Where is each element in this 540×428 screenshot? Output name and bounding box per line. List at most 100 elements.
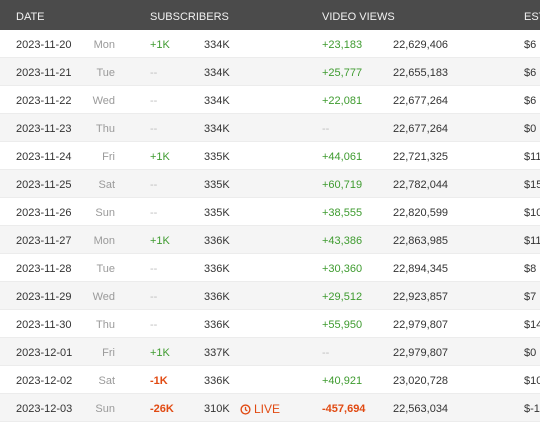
cell: $6 [524, 67, 537, 79]
cell: +23,183 [322, 39, 363, 51]
cell: -1K [150, 375, 168, 387]
cell: Mon [93, 39, 115, 51]
cell: 334K [204, 95, 230, 107]
cell: Mon [93, 235, 115, 247]
cell: +1K [150, 39, 170, 51]
cell: $11 [524, 235, 540, 247]
table-row: 2023-11-23 Thu -- 334K -- 22,677,264 $0 [0, 114, 540, 142]
table-row: 2023-12-02 Sat -1K 336K +40,921 23,020,728 $10 [0, 366, 540, 394]
cell: $15 [524, 179, 540, 191]
cell: 2023-11-24 [16, 151, 72, 163]
cell: 334K [204, 123, 230, 135]
cell: 336K [204, 319, 230, 331]
cell: Fri [102, 347, 115, 359]
cell: $8 [524, 263, 537, 275]
cell: 336K [204, 375, 230, 387]
cell: 22,923,857 [393, 291, 449, 303]
cell: +55,950 [322, 319, 363, 331]
cell: Wed [92, 291, 115, 303]
cell: +29,512 [322, 291, 363, 303]
cell: 2023-11-20 [16, 39, 72, 51]
cell: +25,777 [322, 67, 363, 79]
cell: 22,894,345 [393, 263, 449, 275]
cell: 22,979,807 [393, 347, 449, 359]
cell: 22,677,264 [393, 95, 449, 107]
cell: 2023-11-26 [16, 207, 72, 219]
cell: 335K [204, 151, 230, 163]
cell: +40,921 [322, 375, 363, 387]
cell: -- [150, 95, 158, 107]
live-text: LIVE [254, 402, 281, 416]
cell: Thu [96, 123, 115, 135]
table-row: 2023-11-24 Fri +1K 335K +44,061 22,721,325 $11 [0, 142, 540, 170]
cell: $-11 [524, 403, 540, 415]
cell: 22,563,034 [393, 403, 449, 415]
cell: 2023-11-22 [16, 95, 72, 107]
table-header: DATE SUBSCRIBERS VIDEO VIEWS EST [0, 0, 540, 30]
cell: -- [322, 347, 330, 359]
live-badge: LIVE [240, 402, 280, 416]
cell: -457,694 [322, 403, 366, 415]
cell: +43,386 [322, 235, 363, 247]
cell: 2023-12-03 [16, 403, 73, 415]
cell: -26K [150, 403, 174, 415]
cell: 337K [204, 347, 230, 359]
cell: Thu [96, 319, 115, 331]
cell: 2023-11-28 [16, 263, 72, 275]
cell: 335K [204, 179, 230, 191]
header-cell: VIDEO VIEWS [322, 11, 395, 23]
cell: +38,555 [322, 207, 363, 219]
cell: 336K [204, 291, 230, 303]
live-icon [240, 404, 251, 415]
table-row: 2023-11-20 Mon +1K 334K +23,183 22,629,406 $6 [0, 30, 540, 58]
cell: -- [150, 207, 158, 219]
cell: Sat [98, 375, 115, 387]
table-row: 2023-11-21 Tue -- 334K +25,777 22,655,183 $6 [0, 58, 540, 86]
cell: Sun [95, 403, 115, 415]
cell: -- [150, 319, 158, 331]
cell: 2023-12-01 [16, 347, 73, 359]
header-cell: EST [524, 11, 540, 23]
cell: +1K [150, 347, 170, 359]
cell: 2023-11-30 [16, 319, 72, 331]
cell: 334K [204, 39, 230, 51]
table-row: 2023-11-30 Thu -- 336K +55,950 22,979,807 $14 [0, 310, 540, 338]
cell: 2023-11-23 [16, 123, 72, 135]
cell: $10 [524, 207, 540, 219]
cell: 2023-12-02 [16, 375, 73, 387]
cell: $10 [524, 375, 540, 387]
cell: 22,979,807 [393, 319, 449, 331]
table-row: 2023-11-28 Tue -- 336K +30,360 22,894,345 $8 [0, 254, 540, 282]
cell: -- [150, 263, 158, 275]
cell: 336K [204, 263, 230, 275]
cell: -- [150, 291, 158, 303]
cell: 22,820,599 [393, 207, 449, 219]
cell: +30,360 [322, 263, 363, 275]
cell: $6 [524, 39, 537, 51]
cell: Tue [96, 67, 115, 79]
table-row: 2023-11-26 Sun -- 335K +38,555 22,820,599 $10 [0, 198, 540, 226]
cell: $6 [524, 95, 537, 107]
cell: -- [150, 67, 158, 79]
cell: 2023-11-21 [16, 67, 72, 79]
cell: Tue [96, 263, 115, 275]
cell: +44,061 [322, 151, 363, 163]
table-row: 2023-11-25 Sat -- 335K +60,719 22,782,044 $15 [0, 170, 540, 198]
cell: 22,629,406 [393, 39, 449, 51]
cell: +1K [150, 235, 170, 247]
cell: 22,721,325 [393, 151, 449, 163]
cell: 2023-11-27 [16, 235, 72, 247]
cell: 22,863,985 [393, 235, 449, 247]
cell: 2023-11-25 [16, 179, 72, 191]
cell: 334K [204, 67, 230, 79]
header-cell: SUBSCRIBERS [150, 11, 229, 23]
cell: -- [150, 179, 158, 191]
cell: +60,719 [322, 179, 363, 191]
table-row: 2023-11-29 Wed -- 336K +29,512 22,923,857 $7 [0, 282, 540, 310]
cell: 22,677,264 [393, 123, 449, 135]
cell: +22,081 [322, 95, 363, 107]
table-row: 2023-12-03 Sun -26K 310K LIVE -457,694 22,563,… [0, 394, 540, 422]
cell: 336K [204, 235, 230, 247]
cell: -- [322, 123, 330, 135]
cell: 2023-11-29 [16, 291, 72, 303]
